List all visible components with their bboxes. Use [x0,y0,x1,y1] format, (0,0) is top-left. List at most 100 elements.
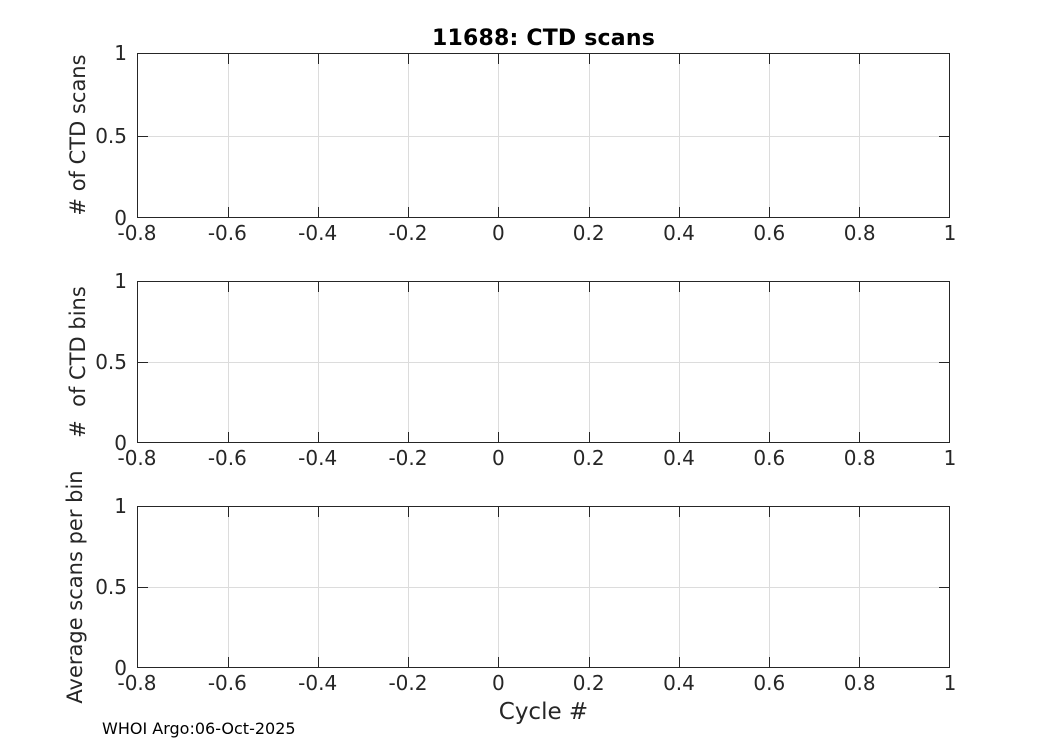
tick-mark [678,432,680,442]
x-tick-label: 1 [943,671,957,695]
x-tick-label: 0.6 [753,221,786,245]
tick-mark [768,54,770,64]
y-tick-label: 1 [114,494,127,518]
x-tick-label: 0.4 [663,671,695,695]
x-tick-label: 0 [491,671,505,695]
x-tick-label: 0 [491,446,505,470]
tick-mark [858,207,860,217]
x-tick-label: 1 [943,221,957,245]
tick-mark [138,362,148,363]
y-tick-label: 0.5 [95,350,127,374]
tick-mark [408,657,410,667]
tick-mark [498,432,500,442]
tick-mark [498,282,500,292]
x-tick-label: 1 [943,446,957,470]
x-tick-label: -0.8 [117,446,157,470]
tick-mark [408,282,410,292]
x-tick-label: 0.8 [843,446,876,470]
subplot-avg-scans-per-bin-y-label: Average scans per bin [63,470,87,704]
x-tick-label: -0.2 [388,671,428,695]
tick-mark [408,54,410,64]
watermark-text: WHOI Argo:06-Oct-2025 [102,719,296,738]
tick-mark [939,587,949,588]
x-tick-label: 0.6 [753,671,786,695]
gridline-horizontal [138,135,949,137]
y-tick-label: 0 [114,431,127,455]
chart-title: 11688: CTD scans [431,26,655,51]
gridline-horizontal [138,587,949,588]
tick-mark [318,54,320,64]
subplot-avg-scans-per-bin [137,506,950,668]
x-tick-label: 0.6 [753,446,786,470]
tick-mark [858,657,860,667]
tick-mark [588,432,590,442]
tick-mark [228,432,230,442]
tick-mark [678,657,680,667]
x-tick-label: -0.2 [388,446,428,470]
tick-mark [858,432,860,442]
tick-mark [678,282,680,292]
tick-mark [138,135,148,137]
tick-mark [498,507,500,517]
x-tick-label: -0.4 [298,671,338,695]
tick-mark [858,54,860,64]
subplot-ctd-scans-y-label: # of CTD scans [66,54,90,216]
subplot-ctd-bins-y-label: # of CTD bins [66,286,90,438]
y-tick-label: 1 [114,41,127,65]
tick-mark [678,507,680,517]
tick-mark [858,507,860,517]
tick-mark [588,507,590,517]
x-tick-label: -0.6 [207,446,247,470]
tick-mark [588,657,590,667]
x-tick-label: -0.4 [298,221,338,245]
tick-mark [318,432,320,442]
tick-mark [768,507,770,517]
subplot-ctd-scans-y-ticks: 0 0.5 1 [0,41,137,230]
subplot-ctd-scans-x-ticks: -0.8 -0.6 -0.4 -0.2 0 0.2 0.4 0.6 0.8 1 [117,221,956,247]
tick-mark [138,587,148,588]
subplot-ctd-scans [137,53,950,218]
tick-mark [408,507,410,517]
x-tick-label: -0.8 [117,221,157,245]
tick-mark [228,657,230,667]
y-tick-label: 0.5 [95,575,127,599]
x-tick-label: 0.2 [572,446,605,470]
tick-mark [858,282,860,292]
tick-mark [588,54,590,64]
x-tick-label: 0.8 [843,671,876,695]
tick-mark [318,507,320,517]
subplot-ctd-bins-y-ticks: 0 0.5 1 [0,269,137,455]
x-tick-label: 0.8 [843,221,876,245]
gridline-horizontal [138,362,949,363]
y-tick-label: 1 [114,269,127,293]
tick-mark [768,657,770,667]
x-tick-label: -0.6 [207,671,247,695]
x-tick-label: -0.6 [207,221,247,245]
tick-mark [408,207,410,217]
y-tick-label: 0.5 [95,123,127,148]
tick-mark [228,207,230,217]
x-tick-label: 0.4 [663,446,695,470]
x-tick-label: -0.8 [117,671,157,695]
tick-mark [768,207,770,217]
tick-mark [318,282,320,292]
tick-mark [408,432,410,442]
tick-mark [498,207,500,217]
x-tick-label: 0.2 [572,671,605,695]
tick-mark [318,207,320,217]
x-tick-label: -0.4 [298,446,338,470]
subplot-avg-scans-per-bin-x-ticks: -0.8 -0.6 -0.4 -0.2 0 0.2 0.4 0.6 0.8 1 [117,671,956,697]
tick-mark [939,362,949,363]
x-axis-label: Cycle # [498,699,589,725]
x-tick-label: 0.4 [663,221,695,245]
tick-mark [228,282,230,292]
tick-mark [768,282,770,292]
subplot-avg-scans-per-bin-y-ticks: 0 0.5 1 [0,494,137,680]
tick-mark [318,657,320,667]
tick-mark [678,54,680,64]
y-tick-label: 0 [114,206,127,230]
tick-mark [498,54,500,64]
tick-mark [768,432,770,442]
tick-mark [939,135,949,137]
